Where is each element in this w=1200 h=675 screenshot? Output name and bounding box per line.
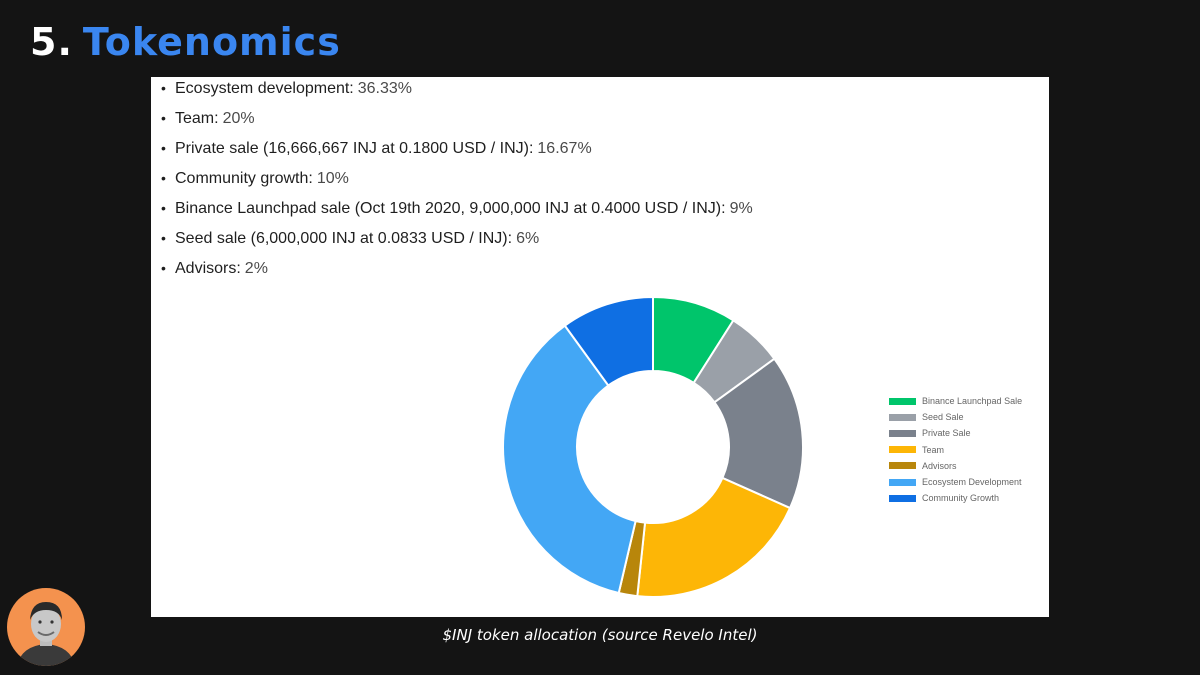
legend-swatch xyxy=(889,397,916,405)
legend-label: Binance Launchpad Sale xyxy=(922,396,1023,407)
chart-legend: Binance Launchpad Sale Seed Sale Private S… xyxy=(889,393,1022,506)
legend-item: Seed Sale xyxy=(889,409,1022,425)
legend-label: Team xyxy=(922,444,945,455)
allocation-label: Private sale (16,666,667 INJ at 0.1800 U… xyxy=(175,140,534,157)
bullet-icon: • xyxy=(161,80,166,96)
bullet-icon: • xyxy=(161,230,166,246)
presenter-avatar xyxy=(7,588,85,666)
legend-label: Advisors xyxy=(922,460,957,471)
allocation-item: • Seed sale (6,000,000 INJ at 0.0833 USD … xyxy=(161,227,753,257)
allocation-label: Team: xyxy=(175,110,219,127)
allocation-percent: 9% xyxy=(729,200,753,217)
legend-label: Private Sale xyxy=(922,428,971,439)
donut-slice-private-sale xyxy=(713,357,804,510)
slide-number: 5. xyxy=(30,20,73,64)
allocation-percent: 6% xyxy=(516,230,540,247)
image-caption: $INJ token allocation (source Revelo Int… xyxy=(442,626,758,644)
donut-slice-community-growth xyxy=(563,295,654,387)
bullet-icon: • xyxy=(161,140,166,156)
legend-item: Private Sale xyxy=(889,425,1022,441)
allocation-label: Ecosystem development: xyxy=(175,80,354,97)
donut-slice-team xyxy=(636,476,792,598)
allocation-item: • Binance Launchpad sale (Oct 19th 2020, … xyxy=(161,197,753,227)
bullet-icon: • xyxy=(161,200,166,216)
legend-swatch xyxy=(889,446,916,454)
allocation-percent: 10% xyxy=(316,170,349,187)
donut-chart xyxy=(502,295,804,598)
legend-label: Ecosystem Development xyxy=(922,477,1022,488)
slide-heading: Tokenomics xyxy=(82,20,341,64)
legend-item: Ecosystem Development xyxy=(889,474,1022,490)
allocation-list: • Ecosystem development: 36.33% • Team: 20% • P… xyxy=(161,77,753,287)
legend-item: Advisors xyxy=(889,458,1022,474)
legend-swatch xyxy=(889,462,916,470)
legend-label: Community Growth xyxy=(922,493,1000,504)
allocation-percent: 16.67% xyxy=(537,140,592,157)
allocation-percent: 2% xyxy=(244,260,268,277)
legend-item: Binance Launchpad Sale xyxy=(889,393,1022,409)
donut-slice-ecosystem-development xyxy=(502,324,637,595)
allocation-label: Advisors: xyxy=(175,260,241,277)
allocation-item: • Ecosystem development: 36.33% xyxy=(161,77,753,107)
allocation-label: Binance Launchpad sale (Oct 19th 2020, 9… xyxy=(175,200,726,217)
chart-panel: • Ecosystem development: 36.33% • Team: 20% • P… xyxy=(151,77,1049,617)
legend-swatch xyxy=(889,429,916,437)
legend-swatch xyxy=(889,494,916,502)
allocation-label: Community growth: xyxy=(175,170,313,187)
bullet-icon: • xyxy=(161,110,166,126)
slide-title: 5. Tokenomics xyxy=(30,18,341,66)
legend-item: Community Growth xyxy=(889,490,1022,506)
allocation-percent: 36.33% xyxy=(357,80,413,97)
legend-label: Seed Sale xyxy=(922,412,964,423)
allocation-item: • Community growth: 10% xyxy=(161,167,753,197)
legend-swatch xyxy=(889,478,916,486)
legend-item: Team xyxy=(889,442,1022,458)
legend-swatch xyxy=(889,413,916,421)
bullet-icon: • xyxy=(161,260,166,276)
allocation-item: • Private sale (16,666,667 INJ at 0.1800 … xyxy=(161,137,753,167)
allocation-item: • Team: 20% xyxy=(161,107,753,137)
allocation-label: Seed sale (6,000,000 INJ at 0.0833 USD /… xyxy=(175,230,513,247)
allocation-percent: 20% xyxy=(222,110,255,127)
bullet-icon: • xyxy=(161,170,166,186)
allocation-item: • Advisors: 2% xyxy=(161,257,753,287)
